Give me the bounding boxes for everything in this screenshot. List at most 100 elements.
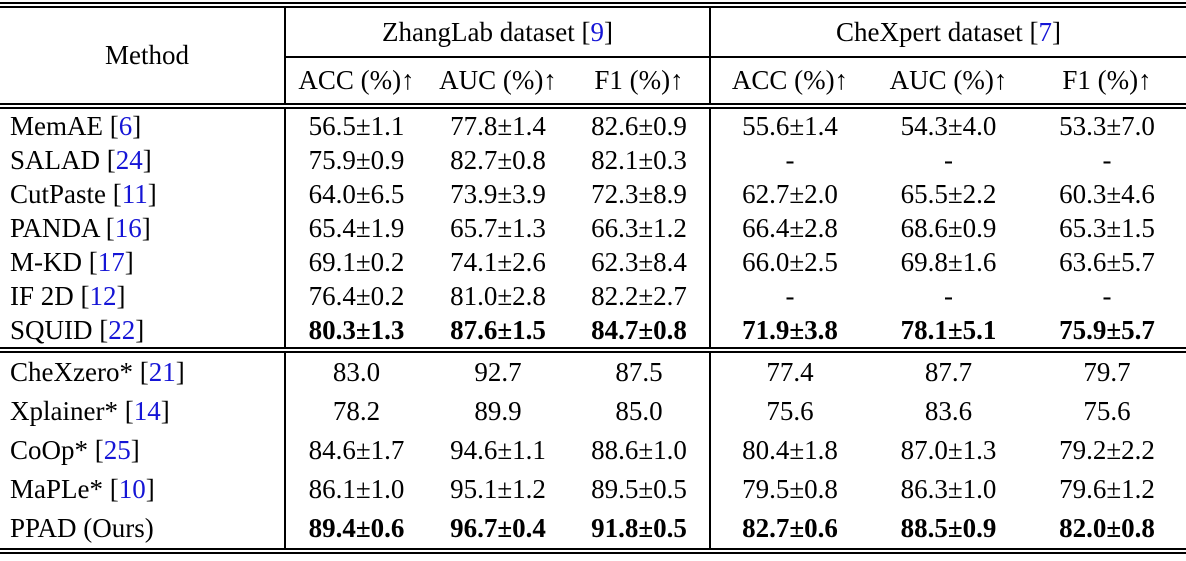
baseline-methods-section: MemAE [6] 56.5±1.1 77.8±1.4 82.6±0.9 55.6±1.… <box>0 106 1186 350</box>
table-row: MemAE [6] 56.5±1.1 77.8±1.4 82.6±0.9 55.6±1.… <box>0 106 1186 143</box>
value-cell: 84.7±0.8 <box>591 314 687 345</box>
value-cell: 75.6 <box>1083 396 1131 426</box>
value-cell: 88.6±1.0 <box>591 435 687 465</box>
value-cell: 88.5±0.9 <box>900 513 997 543</box>
method-cell: M-KD [17] <box>10 246 134 277</box>
citation-link[interactable]: 11 <box>121 178 148 209</box>
value-cell: 80.4±1.8 <box>709 431 869 470</box>
value-cell: 75.9±5.7 <box>1059 314 1155 345</box>
metric-header-row: ACC (%)↑ AUC (%)↑ F1 (%)↑ ACC (%)↑ AUC (… <box>0 57 1186 109</box>
value-cell: 77.4 <box>709 347 869 392</box>
method-cell: CheXzero* [21] <box>0 347 285 392</box>
citation-link[interactable]: 12 <box>89 280 117 311</box>
value-cell: 80.3±1.3 <box>284 313 427 350</box>
citation-link[interactable]: 16 <box>114 212 142 243</box>
table-row: IF 2D [12] 76.4±0.2 81.0±2.8 82.2±2.7- - - <box>0 279 1186 313</box>
value-cell: 83.6 <box>924 396 973 426</box>
value-cell: 75.6 <box>709 392 869 431</box>
table-row: Xplainer* [14] 78.2 89.9 85.0 75.6 83.6 75.6 <box>0 392 1186 431</box>
value-cell: - <box>944 144 953 175</box>
citation-open-bracket: [ <box>1022 16 1039 47</box>
citation-link[interactable]: 17 <box>97 246 125 277</box>
zhanglab-group-header: ZhangLab dataset [9] <box>284 5 710 58</box>
value-cell: 79.6±1.2 <box>1059 474 1155 504</box>
citation-link[interactable]: 22 <box>108 314 136 345</box>
citation-open-bracket: [ <box>574 16 591 47</box>
value-cell: 62.7±2.0 <box>709 177 869 211</box>
value-cell: 74.1±2.6 <box>450 246 546 277</box>
value-cell: 65.3±1.5 <box>1059 212 1155 243</box>
value-cell: 77.8±1.4 <box>450 110 546 141</box>
value-cell: 72.3±8.9 <box>591 178 687 209</box>
value-cell: 85.0 <box>615 396 663 426</box>
method-cell: CutPaste [11] <box>10 178 157 209</box>
value-cell: 66.3±1.2 <box>591 212 687 243</box>
value-cell: 83.0 <box>284 347 427 392</box>
method-cell: MaPLe* [10] <box>10 474 155 504</box>
value-cell: 81.0±2.8 <box>450 280 546 311</box>
metric-header-auc-chexpert: AUC (%)↑ <box>869 57 1028 109</box>
value-cell: 62.3±8.4 <box>591 246 687 277</box>
value-cell: 54.3±4.0 <box>900 110 997 141</box>
value-cell: 82.7±0.6 <box>709 509 869 551</box>
value-cell: 63.6±5.7 <box>1059 246 1155 277</box>
value-cell: - <box>709 143 869 177</box>
value-cell: 92.7 <box>427 347 569 392</box>
method-cell: IF 2D [12] <box>10 280 126 311</box>
citation-link[interactable]: 7 <box>1038 16 1052 47</box>
value-cell: 86.1±1.0 <box>284 470 427 509</box>
value-cell: 64.0±6.5 <box>284 177 427 211</box>
table-row: CheXzero* [21] 83.0 92.7 87.5 77.4 87.7 79.7 <box>0 347 1186 392</box>
value-cell: 66.0±2.5 <box>709 245 869 279</box>
value-cell: 79.7 <box>1028 347 1186 392</box>
value-cell: - <box>1102 144 1112 175</box>
citation-link[interactable]: 6 <box>118 110 133 141</box>
value-cell: 89.9 <box>474 396 522 426</box>
value-cell: 68.6±0.9 <box>900 212 997 243</box>
method-cell: Xplainer* [14] <box>10 396 170 426</box>
value-cell: 82.0±0.8 <box>1059 513 1155 543</box>
value-cell: 82.7±0.8 <box>450 144 546 175</box>
value-cell: 73.9±3.9 <box>450 178 546 209</box>
value-cell: 79.5±0.8 <box>709 470 869 509</box>
table-row: MaPLe* [10] 86.1±1.0 95.1±1.2 89.5±0.5 79.5±… <box>0 470 1186 509</box>
citation-link[interactable]: 14 <box>133 396 161 426</box>
value-cell: 78.1±5.1 <box>900 314 997 345</box>
table-row: M-KD [17] 69.1±0.2 74.1±2.6 62.3±8.4 66.0±2.… <box>0 245 1186 279</box>
value-cell: 71.9±3.8 <box>709 313 869 350</box>
value-cell: 65.7±1.3 <box>450 212 546 243</box>
value-cell: 94.6±1.1 <box>450 435 546 465</box>
citation-link[interactable]: 21 <box>148 357 176 387</box>
value-cell: 89.4±0.6 <box>284 509 427 551</box>
dataset-name: ZhangLab dataset <box>382 16 575 47</box>
citation-link[interactable]: 9 <box>590 16 604 47</box>
metric-header-acc-zhanglab: ACC (%)↑ <box>284 57 427 109</box>
value-cell: 82.6±0.9 <box>591 110 687 141</box>
value-cell: 87.0±1.3 <box>900 435 997 465</box>
metric-header-f1-zhanglab: F1 (%)↑ <box>569 57 710 109</box>
value-cell: 86.3±1.0 <box>900 474 997 504</box>
value-cell: 53.3±7.0 <box>1059 110 1155 141</box>
metric-header-f1-chexpert: F1 (%)↑ <box>1028 57 1186 109</box>
value-cell: - <box>709 279 869 313</box>
method-cell: MemAE [6] <box>10 110 142 141</box>
method-cell: PANDA [16] <box>10 212 151 243</box>
value-cell: 55.6±1.4 <box>709 106 869 143</box>
metric-header-auc-zhanglab: AUC (%)↑ <box>427 57 569 109</box>
citation-link[interactable]: 10 <box>118 474 146 504</box>
value-cell: 96.7±0.4 <box>450 513 546 543</box>
citation-link[interactable]: 24 <box>115 144 143 175</box>
table-row: SQUID [22] 80.3±1.3 87.6±1.5 84.7±0.8 71.9±3… <box>0 313 1186 350</box>
table-row: CutPaste [11] 64.0±6.5 73.9±3.9 72.3±8.9 62.… <box>0 177 1186 211</box>
method-cell: PPAD (Ours) <box>10 513 154 543</box>
citation-link[interactable]: 25 <box>103 435 131 465</box>
table-row: CoOp* [25] 84.6±1.7 94.6±1.1 88.6±1.0 80.4±1… <box>0 431 1186 470</box>
value-cell: 87.6±1.5 <box>450 314 546 345</box>
value-cell: 89.5±0.5 <box>591 474 687 504</box>
method-column-header: Method <box>0 5 285 109</box>
citation-close-bracket: ] <box>603 16 613 47</box>
dataset-name: CheXpert dataset <box>836 16 1023 47</box>
table-header: Method ZhangLab dataset [9] CheXpert dat… <box>0 5 1186 109</box>
value-cell: - <box>1102 280 1112 311</box>
